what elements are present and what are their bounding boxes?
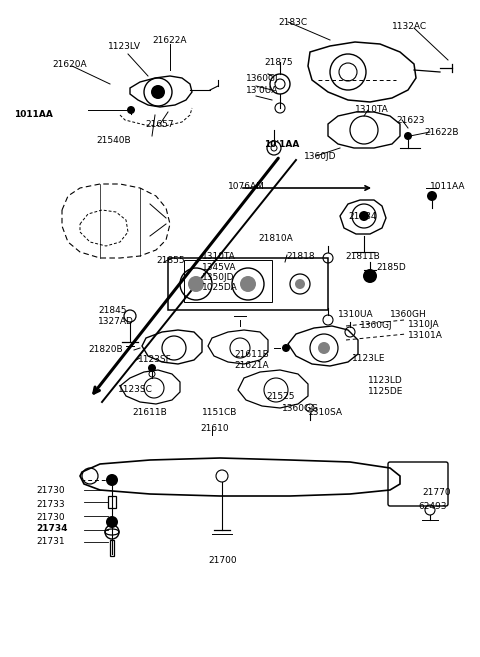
Text: 1151CB: 1151CB	[202, 408, 238, 417]
Text: 21622B: 21622B	[424, 128, 458, 137]
Text: 21620A: 21620A	[52, 60, 86, 69]
Text: 1132AC: 1132AC	[392, 22, 427, 31]
Text: 21610: 21610	[200, 424, 228, 433]
Text: 13'0UA: 13'0UA	[246, 86, 278, 95]
Text: 21730: 21730	[36, 513, 65, 522]
Text: 21811B: 21811B	[345, 252, 380, 261]
Text: 1011AA: 1011AA	[14, 110, 53, 119]
Text: 21770: 21770	[422, 488, 451, 497]
Text: 1025DA: 1025DA	[202, 283, 238, 292]
Text: 21525: 21525	[266, 392, 295, 401]
Text: 21845: 21845	[98, 306, 127, 315]
Text: 1123LD: 1123LD	[368, 376, 403, 385]
Text: 21611B: 21611B	[234, 350, 269, 359]
Circle shape	[188, 276, 204, 292]
Text: 1123LV: 1123LV	[108, 42, 141, 51]
Circle shape	[240, 276, 256, 292]
Text: 21540B: 21540B	[96, 136, 131, 145]
Circle shape	[282, 344, 290, 352]
Text: 1360GG: 1360GG	[282, 404, 319, 413]
Text: 1327AD: 1327AD	[98, 317, 134, 326]
Text: 1310UA: 1310UA	[338, 310, 373, 319]
Text: 21733: 21733	[36, 500, 65, 509]
Circle shape	[106, 474, 118, 486]
Text: 62493: 62493	[418, 502, 446, 511]
Text: 1350JD: 1350JD	[202, 273, 235, 282]
Circle shape	[148, 364, 156, 372]
Text: 1011AA: 1011AA	[430, 182, 466, 191]
Text: 10'1AA: 10'1AA	[264, 140, 300, 149]
Text: 21734: 21734	[36, 524, 68, 533]
Text: 21684: 21684	[348, 212, 376, 221]
Text: 21700: 21700	[208, 556, 237, 565]
Circle shape	[127, 106, 135, 114]
Text: 21730: 21730	[36, 486, 65, 495]
Text: 21855: 21855	[156, 256, 185, 265]
Text: 1076AM: 1076AM	[228, 182, 265, 191]
Circle shape	[106, 516, 118, 528]
Text: 1310SA: 1310SA	[308, 408, 343, 417]
Text: 21611B: 21611B	[132, 408, 167, 417]
Circle shape	[295, 279, 305, 289]
Text: 1123SF: 1123SF	[138, 355, 172, 364]
Text: 21820B: 21820B	[88, 345, 122, 354]
Text: 21810A: 21810A	[258, 234, 293, 243]
Circle shape	[427, 191, 437, 201]
Text: 1310TA: 1310TA	[202, 252, 236, 261]
Circle shape	[404, 132, 412, 140]
Text: 1360GJ: 1360GJ	[246, 74, 278, 83]
Text: 1310JA: 1310JA	[408, 320, 440, 329]
Text: 1123LE: 1123LE	[352, 354, 385, 363]
Circle shape	[318, 342, 330, 354]
Text: 21657: 21657	[145, 120, 174, 129]
Circle shape	[363, 269, 377, 283]
Text: 21623: 21623	[396, 116, 424, 125]
Text: 1360JD: 1360JD	[304, 152, 336, 161]
Text: 1360GH: 1360GH	[390, 310, 427, 319]
Text: 1125DE: 1125DE	[368, 387, 403, 396]
Text: 1123SC: 1123SC	[118, 385, 153, 394]
Text: 1345VA: 1345VA	[202, 263, 237, 272]
Text: 1310TA: 1310TA	[355, 105, 389, 114]
Text: 13101A: 13101A	[408, 331, 443, 340]
Text: 21818: 21818	[286, 252, 314, 261]
Text: 21875: 21875	[264, 58, 293, 67]
Text: 1360GJ: 1360GJ	[360, 321, 393, 330]
Text: 21731: 21731	[36, 537, 65, 546]
Circle shape	[359, 211, 369, 221]
Text: 21622A: 21622A	[152, 36, 187, 45]
Text: 2185D: 2185D	[376, 263, 406, 272]
Text: 2183C: 2183C	[278, 18, 307, 27]
Circle shape	[151, 85, 165, 99]
Text: 21621A: 21621A	[234, 361, 269, 370]
